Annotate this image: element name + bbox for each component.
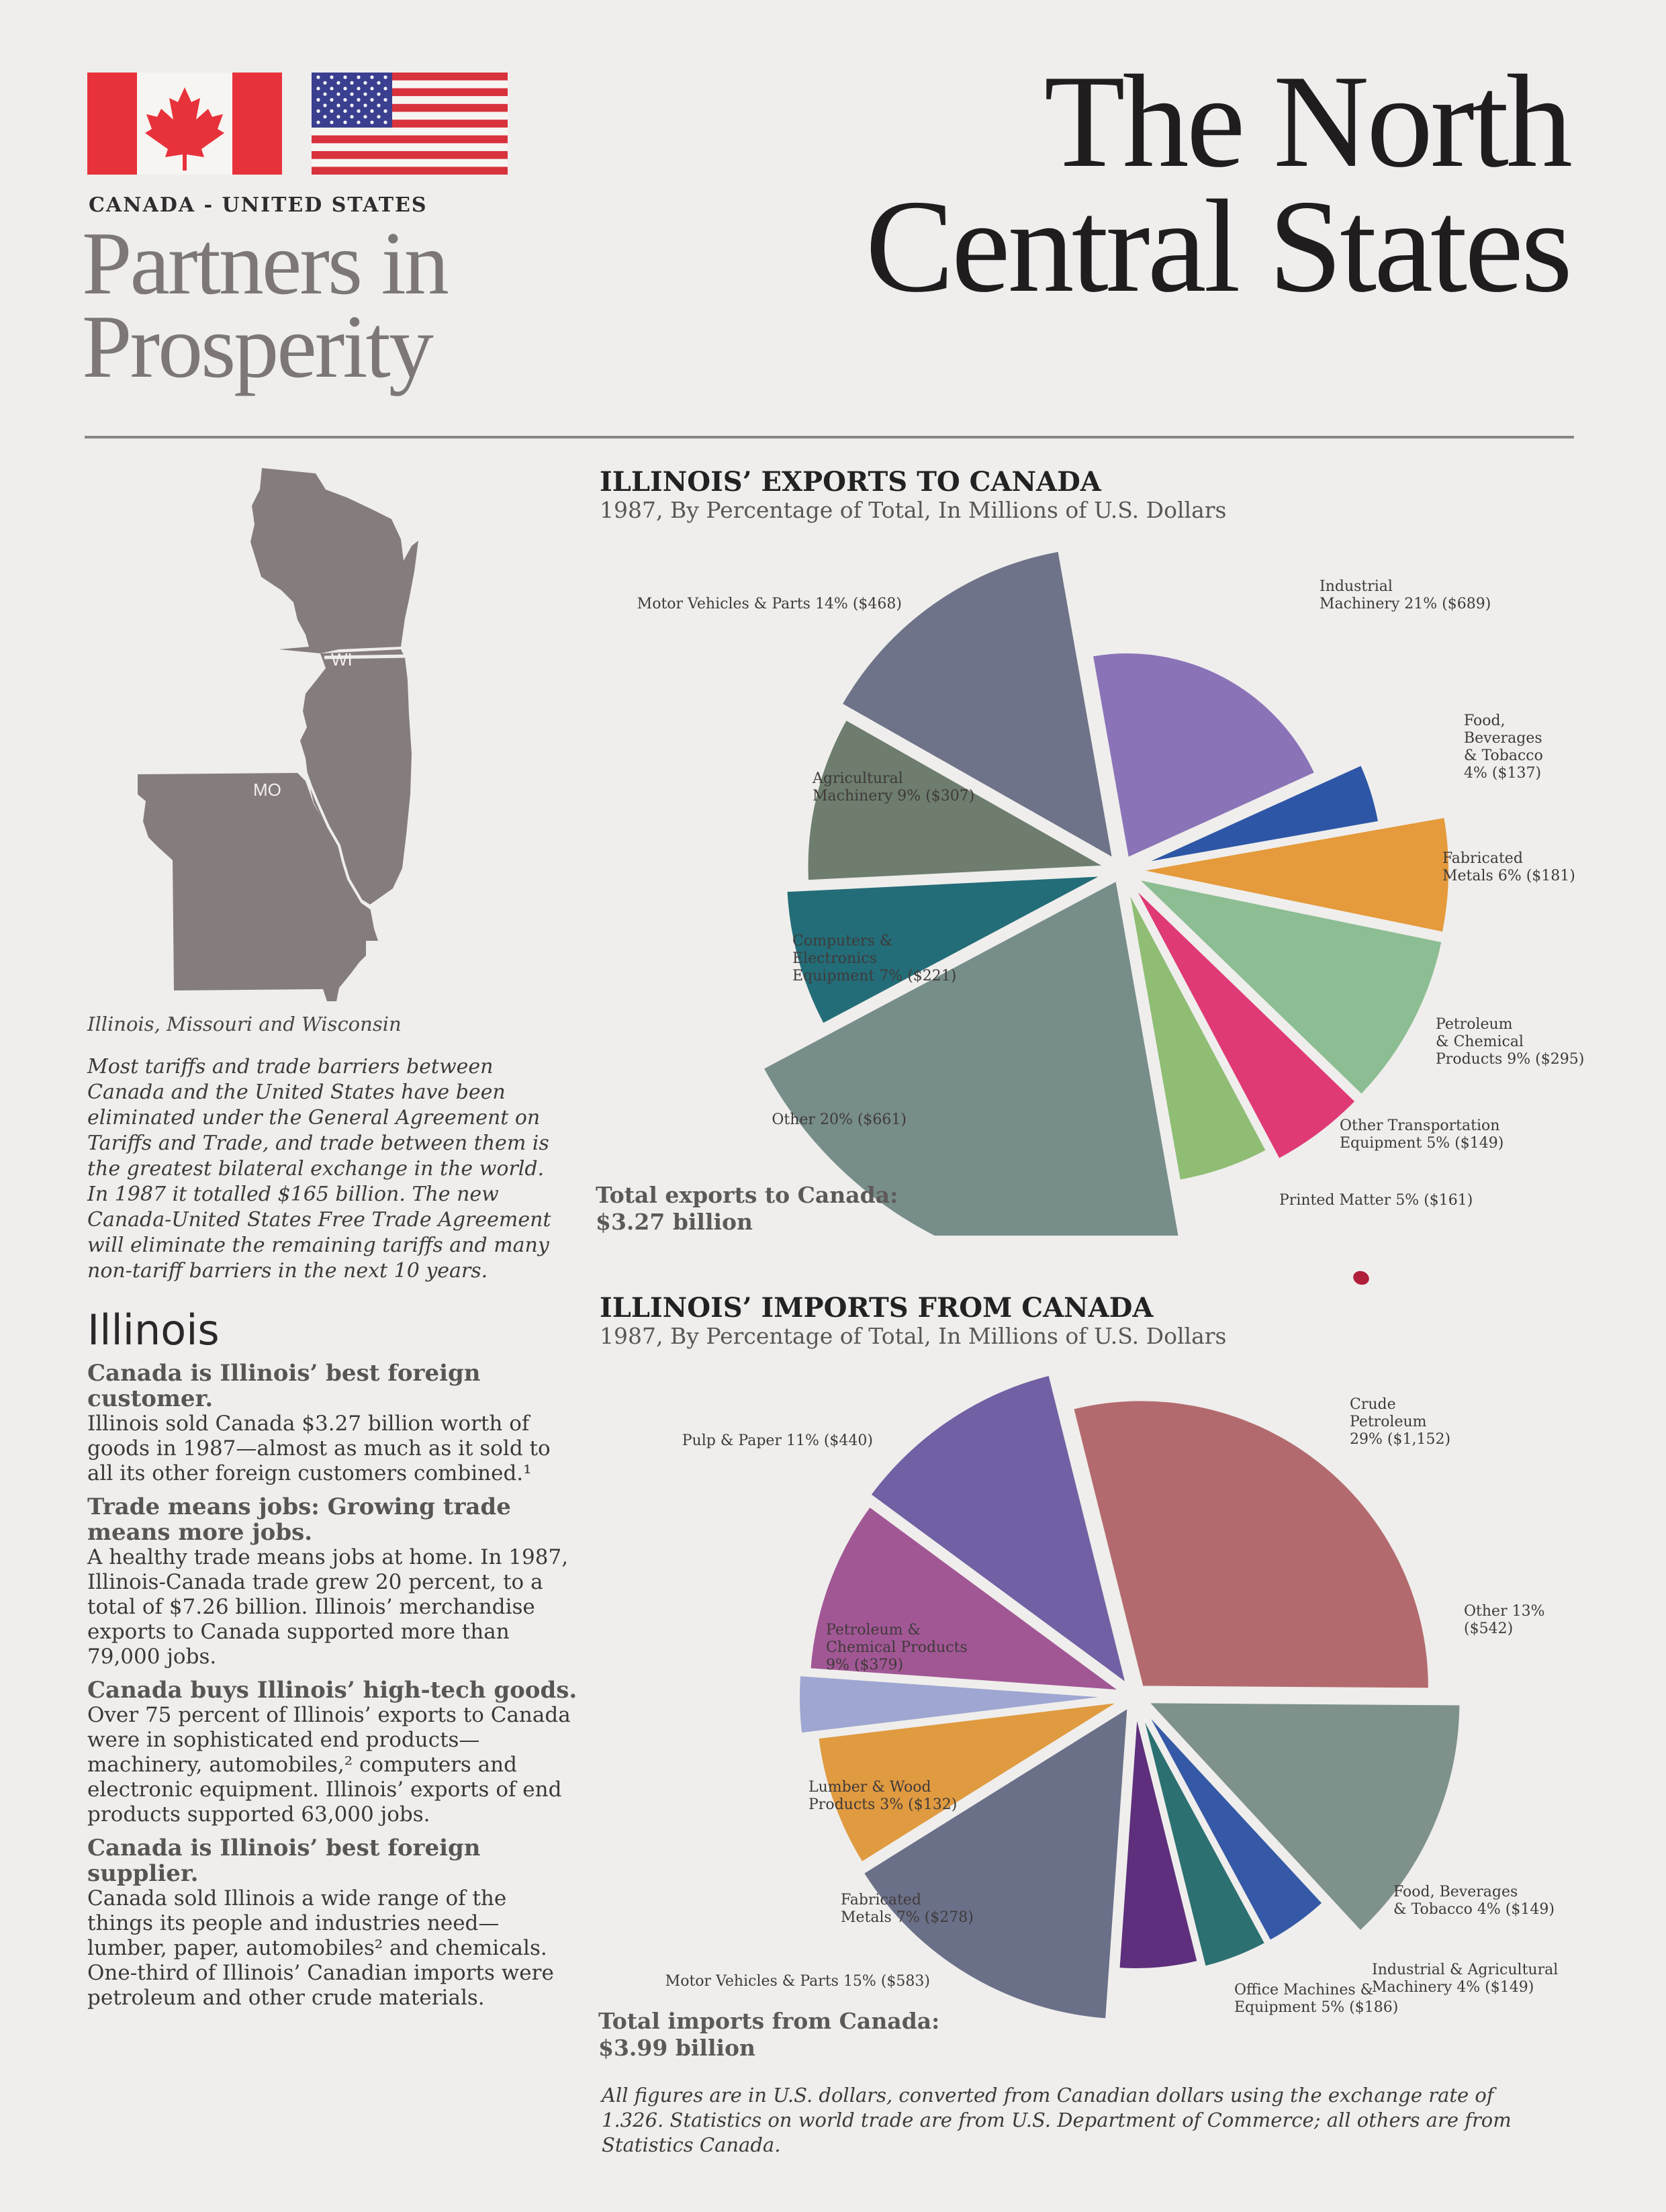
title-line-1: The North xyxy=(1044,48,1573,195)
kicker: CANADA - UNITED STATES xyxy=(89,193,428,217)
pie-slice xyxy=(1115,1708,1202,1972)
exports-total: Total exports to Canada: $3.27 billion xyxy=(596,1182,898,1236)
slice-label: Fabricated Metals 7% ($278) xyxy=(841,1892,974,1926)
exports-pie-chart: Industrial Machinery 21% ($689) Food, Bever… xyxy=(637,547,1584,1236)
pie-slice xyxy=(837,547,1117,865)
section-text: Canada sold Illinois a wide range of the… xyxy=(87,1886,554,2010)
slice-label: Agricultural Machinery 9% ($307) xyxy=(812,770,974,804)
partners-heading: Partners in Prosperity xyxy=(82,214,539,396)
map-label-wi: WI xyxy=(331,649,353,670)
slice-label: Other 20% ($661) xyxy=(772,1111,907,1128)
imports-chart-subtitle: 1987, By Percentage of Total, In Million… xyxy=(600,1323,1227,1349)
section-text: Illinois sold Canada $3.27 billion worth… xyxy=(87,1412,551,1485)
map-missouri xyxy=(138,773,378,1001)
imports-total-label: Total imports from Canada: xyxy=(598,2008,940,2034)
slice-label: Printed Matter 5% ($161) xyxy=(1279,1192,1473,1209)
slice-label: Computers & Electronics Equipment 7% ($221… xyxy=(792,933,956,984)
imports-total: Total imports from Canada: $3.99 billion xyxy=(598,2008,939,2062)
pie-slice xyxy=(806,1502,1131,1695)
pie-slice xyxy=(1134,760,1383,868)
pie-slice xyxy=(1134,813,1452,937)
pie-slice xyxy=(796,1671,1121,1737)
slice-label: Other 13% ($542) xyxy=(1464,1603,1544,1637)
pie-slice xyxy=(1124,883,1271,1185)
pie-slice xyxy=(804,715,1116,884)
map-label-mo: MO xyxy=(253,780,281,800)
pie-slice xyxy=(866,1371,1131,1692)
slice-label: Motor Vehicles & Parts 14% ($468) xyxy=(637,596,902,612)
partners-line-1: Partners in xyxy=(82,214,449,313)
page-title: The North Central States xyxy=(725,48,1573,320)
slice-label: Industrial Machinery 21% ($689) xyxy=(1320,578,1491,612)
map-caption: Illinois, Missouri and Wisconsin xyxy=(87,1013,402,1035)
slice-label: Industrial & Agricultural Machinery 4% ($… xyxy=(1372,1962,1558,1996)
section-heading: Canada is Illinois’ best foreign custome… xyxy=(87,1360,481,1412)
section-text: Over 75 percent of Illinois’ exports to … xyxy=(87,1703,571,1827)
divider xyxy=(85,436,1574,439)
slice-label: Other Transportation Equipment 5% ($149) xyxy=(1340,1117,1503,1152)
canada-flag-icon xyxy=(87,73,282,175)
usa-flag-icon xyxy=(312,73,508,175)
pie-slice xyxy=(1128,880,1360,1164)
exports-total-label: Total exports to Canada: xyxy=(596,1182,898,1208)
exports-chart-subtitle: 1987, By Percentage of Total, In Million… xyxy=(600,497,1227,523)
slice-label: Fabricated Metals 6% ($181) xyxy=(1442,850,1575,884)
slice-label: Food, Beverages & Tobacco 4% ($137) xyxy=(1464,712,1543,782)
intro-text: Most tariffs and trade barriers between … xyxy=(87,1055,551,1283)
slice-label: Pulp & Paper 11% ($440) xyxy=(682,1432,873,1449)
exports-total-value: $3.27 billion xyxy=(596,1209,753,1235)
partners-line-2: Prosperity xyxy=(82,297,434,396)
pie-slice xyxy=(1140,1704,1328,1945)
title-line-2: Central States xyxy=(865,173,1573,320)
imports-total-value: $3.99 billion xyxy=(598,2035,756,2061)
slice-label: Petroleum & Chemical Products 9% ($379) xyxy=(826,1622,968,1673)
slice-label: Lumber & Wood Products 3% ($132) xyxy=(808,1779,957,1813)
map-illinois xyxy=(300,649,412,905)
map-wisconsin xyxy=(250,468,418,653)
section-heading: Canada buys Illinois’ high-tech goods. xyxy=(87,1677,577,1704)
footnote: All figures are in U.S. dollars, convert… xyxy=(602,2084,1512,2156)
slice-label: Crude Petroleum 29% ($1,152) xyxy=(1350,1396,1450,1448)
slice-label: Motor Vehicles & Parts 15% ($583) xyxy=(665,1973,930,1990)
imports-pie-chart: Crude Petroleum 29% ($1,152) Other 13% ($542… xyxy=(665,1371,1558,2023)
pie-slice xyxy=(1137,1706,1270,1971)
pie-slice xyxy=(1127,874,1446,1099)
section-heading: Trade means jobs: Growing trade means mo… xyxy=(87,1493,511,1546)
slice-label: Petroleum & Chemical Products 9% ($295) xyxy=(1436,1016,1584,1068)
pie-slice xyxy=(1141,1699,1464,1936)
exports-chart-title: ILLINOIS’ EXPORTS TO CANADA xyxy=(600,466,1101,498)
imports-chart-title: ILLINOIS’ IMPORTS FROM CANADA xyxy=(600,1292,1154,1324)
section-text: A healthy trade means jobs at home. In 1… xyxy=(87,1545,569,1669)
pie-slice xyxy=(783,872,1109,1029)
slice-label: Office Machines & Equipment 5% ($186) xyxy=(1234,1982,1398,2016)
pie-slice xyxy=(759,875,1183,1236)
pie-slice xyxy=(859,1702,1132,2023)
state-title: Illinois xyxy=(87,1305,220,1354)
state-body: Canada is Illinois’ best foreign custome… xyxy=(87,1361,577,2019)
pie-slice xyxy=(1089,649,1320,863)
section-heading: Canada is Illinois’ best foreign supplie… xyxy=(87,1835,481,1887)
state-map: WI IL MO xyxy=(138,468,434,1001)
pie-slice xyxy=(814,1698,1125,1867)
ink-mark xyxy=(1351,1269,1371,1287)
map-label-il: IL xyxy=(420,703,434,723)
pie-slice xyxy=(1069,1397,1432,1692)
slice-label: Food, Beverages & Tobacco 4% ($149) xyxy=(1393,1884,1555,1918)
